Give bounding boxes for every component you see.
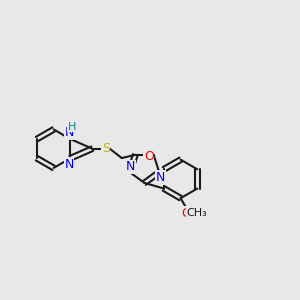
Text: N: N xyxy=(126,160,135,173)
Text: S: S xyxy=(102,142,110,155)
Text: O: O xyxy=(182,207,191,220)
Text: H: H xyxy=(68,122,76,132)
Text: O: O xyxy=(144,150,154,163)
Text: N: N xyxy=(156,171,165,184)
Text: N: N xyxy=(64,126,74,140)
Text: N: N xyxy=(64,158,74,171)
Text: CH₃: CH₃ xyxy=(187,208,208,218)
